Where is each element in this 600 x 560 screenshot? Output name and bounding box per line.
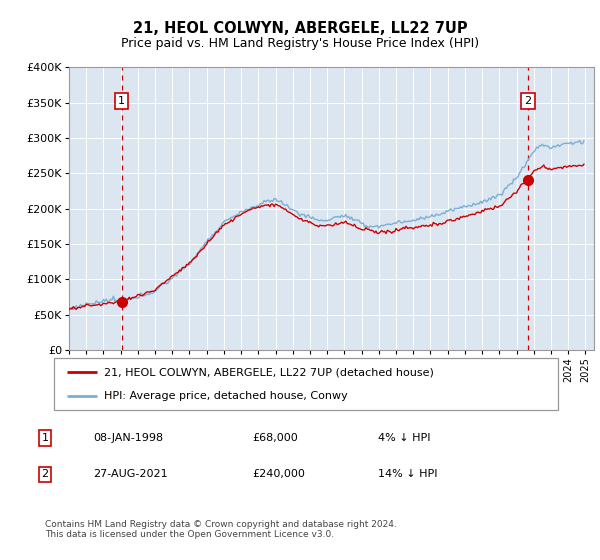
Text: Price paid vs. HM Land Registry's House Price Index (HPI): Price paid vs. HM Land Registry's House …	[121, 37, 479, 50]
Text: 21, HEOL COLWYN, ABERGELE, LL22 7UP: 21, HEOL COLWYN, ABERGELE, LL22 7UP	[133, 21, 467, 36]
FancyBboxPatch shape	[54, 358, 558, 410]
Text: 2: 2	[524, 96, 531, 106]
Text: 1: 1	[118, 96, 125, 106]
Text: 21, HEOL COLWYN, ABERGELE, LL22 7UP (detached house): 21, HEOL COLWYN, ABERGELE, LL22 7UP (det…	[104, 367, 434, 377]
Text: £240,000: £240,000	[252, 469, 305, 479]
Text: 2: 2	[41, 469, 49, 479]
Text: Contains HM Land Registry data © Crown copyright and database right 2024.
This d: Contains HM Land Registry data © Crown c…	[45, 520, 397, 539]
Text: HPI: Average price, detached house, Conwy: HPI: Average price, detached house, Conw…	[104, 391, 348, 401]
Text: 1: 1	[41, 433, 49, 443]
Text: 27-AUG-2021: 27-AUG-2021	[93, 469, 167, 479]
Text: 14% ↓ HPI: 14% ↓ HPI	[378, 469, 437, 479]
Text: 08-JAN-1998: 08-JAN-1998	[93, 433, 163, 443]
Text: 4% ↓ HPI: 4% ↓ HPI	[378, 433, 431, 443]
Text: £68,000: £68,000	[252, 433, 298, 443]
